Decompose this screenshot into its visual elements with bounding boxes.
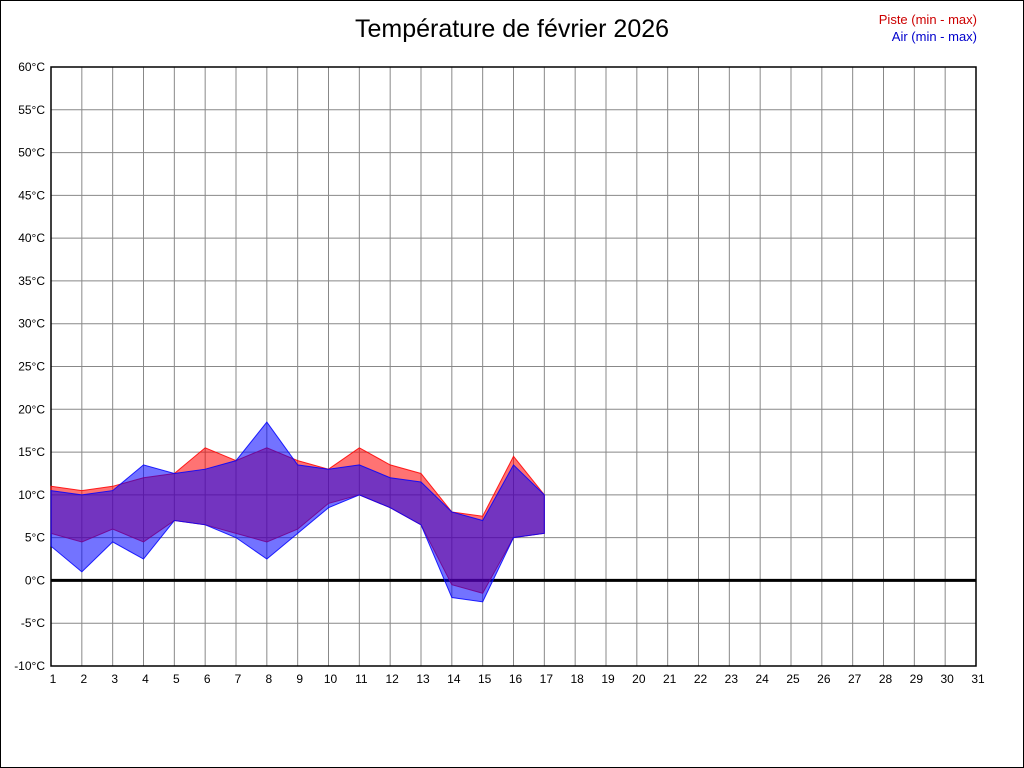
x-axis-label: 22 bbox=[694, 672, 708, 686]
chart-legend: Piste (min - max) Air (min - max) bbox=[879, 11, 977, 45]
y-axis-label: 50°C bbox=[18, 146, 45, 160]
x-axis-label: 7 bbox=[235, 672, 242, 686]
x-axis-label: 27 bbox=[848, 672, 862, 686]
x-axis-label: 13 bbox=[416, 672, 430, 686]
series-band-air bbox=[50, 421, 545, 603]
y-axis-label: -5°C bbox=[21, 616, 45, 630]
y-axis-label: 20°C bbox=[18, 402, 45, 416]
legend-item-air: Air (min - max) bbox=[891, 29, 977, 44]
x-axis-label: 31 bbox=[971, 672, 985, 686]
x-axis-label: 21 bbox=[663, 672, 677, 686]
y-axis-label: 10°C bbox=[18, 488, 45, 502]
x-axis-label: 15 bbox=[478, 672, 492, 686]
x-axis-label: 20 bbox=[632, 672, 646, 686]
y-axis-label: 55°C bbox=[18, 103, 45, 117]
x-axis-label: 2 bbox=[80, 672, 87, 686]
x-axis-label: 28 bbox=[879, 672, 893, 686]
x-axis-label: 14 bbox=[447, 672, 461, 686]
legend-item-piste: Piste (min - max) bbox=[878, 12, 977, 27]
x-axis-label: 29 bbox=[910, 672, 924, 686]
y-axis-label: 25°C bbox=[18, 360, 45, 374]
y-axis-label: 30°C bbox=[18, 317, 45, 331]
x-axis-label: 18 bbox=[570, 672, 584, 686]
x-axis-label: 6 bbox=[204, 672, 211, 686]
x-axis-label: 5 bbox=[173, 672, 180, 686]
x-axis-label: 23 bbox=[725, 672, 739, 686]
x-axis-label: 8 bbox=[265, 672, 272, 686]
x-axis-label: 1 bbox=[50, 672, 57, 686]
y-axis-label: 60°C bbox=[18, 60, 45, 74]
y-axis-label: 15°C bbox=[18, 445, 45, 459]
x-axis-label: 25 bbox=[786, 672, 800, 686]
x-axis-label: 10 bbox=[324, 672, 338, 686]
y-axis-label: 45°C bbox=[18, 188, 45, 202]
y-axis-label: 40°C bbox=[18, 231, 45, 245]
x-axis-label: 3 bbox=[111, 672, 118, 686]
x-axis-label: 11 bbox=[355, 672, 368, 686]
y-axis-label: 0°C bbox=[25, 573, 45, 587]
x-axis-label: 19 bbox=[601, 672, 615, 686]
x-axis-label: 9 bbox=[296, 672, 303, 686]
y-axis-label: 35°C bbox=[18, 274, 45, 288]
x-axis-label: 17 bbox=[540, 672, 554, 686]
x-axis-label: 16 bbox=[509, 672, 523, 686]
x-axis-label: 4 bbox=[142, 672, 149, 686]
y-axis-label: 5°C bbox=[25, 531, 45, 545]
x-axis-label: 24 bbox=[755, 672, 769, 686]
y-axis-label: -10°C bbox=[14, 659, 45, 673]
chart-title: Température de février 2026 bbox=[354, 15, 670, 43]
x-axis-label: 30 bbox=[940, 672, 954, 686]
x-axis-label: 26 bbox=[817, 672, 831, 686]
x-axis-label: 12 bbox=[385, 672, 399, 686]
plot-border bbox=[50, 66, 977, 667]
